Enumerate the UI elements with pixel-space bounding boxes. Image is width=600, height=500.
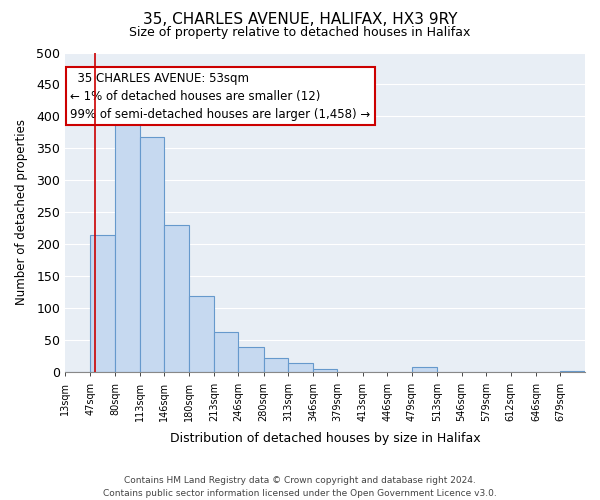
Y-axis label: Number of detached properties: Number of detached properties — [15, 120, 28, 306]
Bar — [412, 368, 437, 372]
Bar — [115, 114, 140, 372]
Bar — [238, 347, 264, 372]
Bar — [313, 370, 337, 372]
Text: 35 CHARLES AVENUE: 53sqm  
← 1% of detached houses are smaller (12)
99% of semi-: 35 CHARLES AVENUE: 53sqm ← 1% of detache… — [70, 72, 371, 120]
Bar — [91, 235, 115, 372]
Bar — [140, 137, 164, 372]
Bar — [214, 332, 238, 372]
X-axis label: Distribution of detached houses by size in Halifax: Distribution of detached houses by size … — [170, 432, 481, 445]
Bar — [560, 371, 585, 372]
Text: Contains HM Land Registry data © Crown copyright and database right 2024.
Contai: Contains HM Land Registry data © Crown c… — [103, 476, 497, 498]
Bar — [288, 363, 313, 372]
Text: 35, CHARLES AVENUE, HALIFAX, HX3 9RY: 35, CHARLES AVENUE, HALIFAX, HX3 9RY — [143, 12, 457, 28]
Bar — [264, 358, 288, 372]
Bar — [164, 224, 190, 372]
Text: Size of property relative to detached houses in Halifax: Size of property relative to detached ho… — [130, 26, 470, 39]
Bar — [190, 296, 214, 372]
